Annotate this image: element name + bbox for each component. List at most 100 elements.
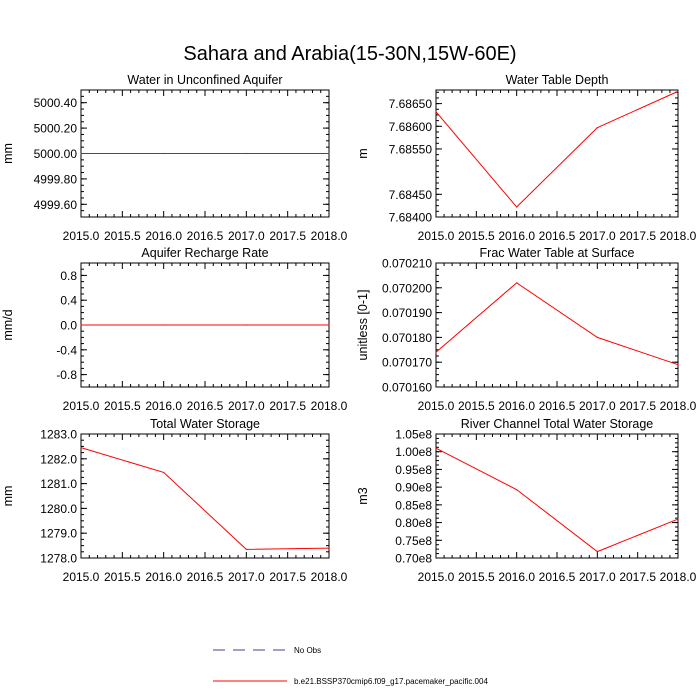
data-point: [163, 152, 165, 155]
chart-panel-6: River Channel Total Water Storage m3 2015.…: [356, 417, 697, 584]
y-tick-label: 0.070200: [382, 281, 432, 295]
data-point: [245, 324, 247, 326]
x-tick-label: 2015.5: [104, 399, 141, 413]
data-point: [596, 336, 598, 338]
data-point: [596, 127, 598, 129]
data-point: [328, 152, 330, 155]
y-tick-label: 5000.40: [34, 96, 78, 110]
y-tick-label: 0.75e8: [395, 534, 432, 548]
series-line-1: [435, 282, 679, 366]
data-point: [516, 282, 518, 284]
x-tick-label: 2015.5: [104, 570, 141, 584]
chart-panel-5: Total Water Storage mm 2015.0 2015.5 2016.0 2…: [1, 417, 348, 584]
legend: No Obs b.e21.BSSP370cmip6.f09_g17.pacema…: [213, 646, 488, 686]
data-point: [80, 324, 82, 326]
chart-panel-1: Water in Unconfined Aquifer mm 2015.0 2015.…: [1, 73, 348, 243]
x-tick-label: 2016.5: [539, 399, 576, 413]
legend-label-no-obs: No Obs: [294, 646, 321, 655]
x-tick-label: 2017.5: [619, 229, 656, 243]
data-point: [163, 471, 165, 474]
y-tick-label: 7.68450: [389, 188, 433, 202]
data-point: [80, 152, 82, 155]
y-tick-label: 0.85e8: [395, 498, 432, 512]
y-tick-label: 5000.20: [34, 122, 78, 136]
y-tick-label: 0.8: [60, 269, 77, 283]
x-tick-label: 2017.0: [579, 570, 616, 584]
data-point: [163, 324, 165, 326]
x-tick-label: 2015.0: [63, 229, 100, 243]
x-tick-label: 2016.0: [145, 229, 182, 243]
x-tick-label: 2016.5: [539, 229, 576, 243]
panel-title: Frac Water Table at Surface: [480, 246, 635, 260]
y-axis-label: m: [356, 148, 370, 158]
x-tick-label: 2015.0: [418, 399, 455, 413]
x-tick-label: 2016.5: [187, 229, 224, 243]
x-tick-label: 2018.0: [660, 229, 697, 243]
panel-title: Water in Unconfined Aquifer: [127, 73, 282, 87]
x-tick-label: 2015.0: [63, 399, 100, 413]
panel-title: Total Water Storage: [150, 417, 260, 431]
x-tick-label: 2017.0: [228, 570, 265, 584]
chart-panel-4: Frac Water Table at Surface unitless [0-1…: [356, 246, 697, 413]
panel-title: Water Table Depth: [506, 73, 609, 87]
y-tick-label: 7.68650: [389, 97, 433, 111]
y-tick-label: 7.68550: [389, 142, 433, 156]
x-tick-label: 2017.0: [228, 229, 265, 243]
y-tick-label: -0.4: [56, 343, 77, 357]
x-tick-label: 2015.0: [418, 570, 455, 584]
data-point: [516, 489, 518, 491]
x-tick-label: 2016.0: [498, 570, 535, 584]
y-tick-label: 1282.0: [40, 452, 77, 466]
y-tick-label: 0.070160: [382, 381, 432, 395]
y-tick-label: 1280.0: [40, 502, 77, 516]
y-tick-label: 1279.0: [40, 527, 77, 541]
y-axis-label: mm: [1, 486, 15, 507]
y-tick-label: 0.0: [60, 319, 77, 333]
x-tick-label: 2015.0: [63, 570, 100, 584]
x-tick-label: 2017.5: [619, 399, 656, 413]
x-tick-label: 2017.0: [228, 399, 265, 413]
x-tick-label: 2017.5: [269, 229, 306, 243]
x-tick-label: 2017.0: [579, 399, 616, 413]
y-tick-label: 1278.0: [40, 552, 77, 566]
data-point: [328, 547, 330, 549]
x-tick-label: 2016.5: [539, 570, 576, 584]
y-tick-label: 0.95e8: [395, 463, 432, 477]
y-tick-label: 1.00e8: [395, 445, 432, 459]
data-point: [677, 364, 679, 366]
chart-panel-2: Water Table Depth m 2015.0 2015.5 2016.0 2016…: [356, 73, 697, 243]
x-tick-label: 2015.5: [458, 399, 495, 413]
x-tick-label: 2016.0: [145, 570, 182, 584]
x-tick-label: 2017.5: [269, 570, 306, 584]
data-point: [245, 548, 247, 550]
x-tick-label: 2015.0: [418, 229, 455, 243]
x-tick-label: 2016.0: [145, 399, 182, 413]
y-axis-label: mm/d: [1, 309, 15, 340]
x-tick-label: 2018.0: [311, 570, 348, 584]
y-tick-label: 7.68400: [389, 211, 433, 225]
data-point: [677, 518, 679, 520]
y-tick-label: 4999.80: [34, 172, 78, 186]
y-tick-label: 0.70e8: [395, 552, 432, 566]
series-line-1: [80, 447, 330, 550]
data-point: [596, 551, 598, 553]
x-tick-label: 2018.0: [660, 570, 697, 584]
x-tick-label: 2015.5: [458, 229, 495, 243]
x-tick-label: 2017.0: [579, 229, 616, 243]
y-axis-label: unitless [0-1]: [356, 290, 370, 361]
y-tick-label: 1.05e8: [395, 428, 432, 442]
x-tick-label: 2018.0: [660, 399, 697, 413]
y-tick-label: 0.070210: [382, 257, 432, 271]
series-line-1: [435, 90, 679, 208]
y-axis-label: mm: [1, 143, 15, 164]
x-tick-label: 2015.5: [458, 570, 495, 584]
y-tick-label: 7.68600: [389, 120, 433, 134]
chart-panel-3: Aquifer Recharge Rate mm/d 2015.0 2015.5 201…: [1, 246, 348, 413]
data-point: [245, 152, 247, 155]
y-tick-label: 0.070190: [382, 306, 432, 320]
data-point: [435, 351, 437, 353]
x-tick-label: 2016.5: [187, 399, 224, 413]
